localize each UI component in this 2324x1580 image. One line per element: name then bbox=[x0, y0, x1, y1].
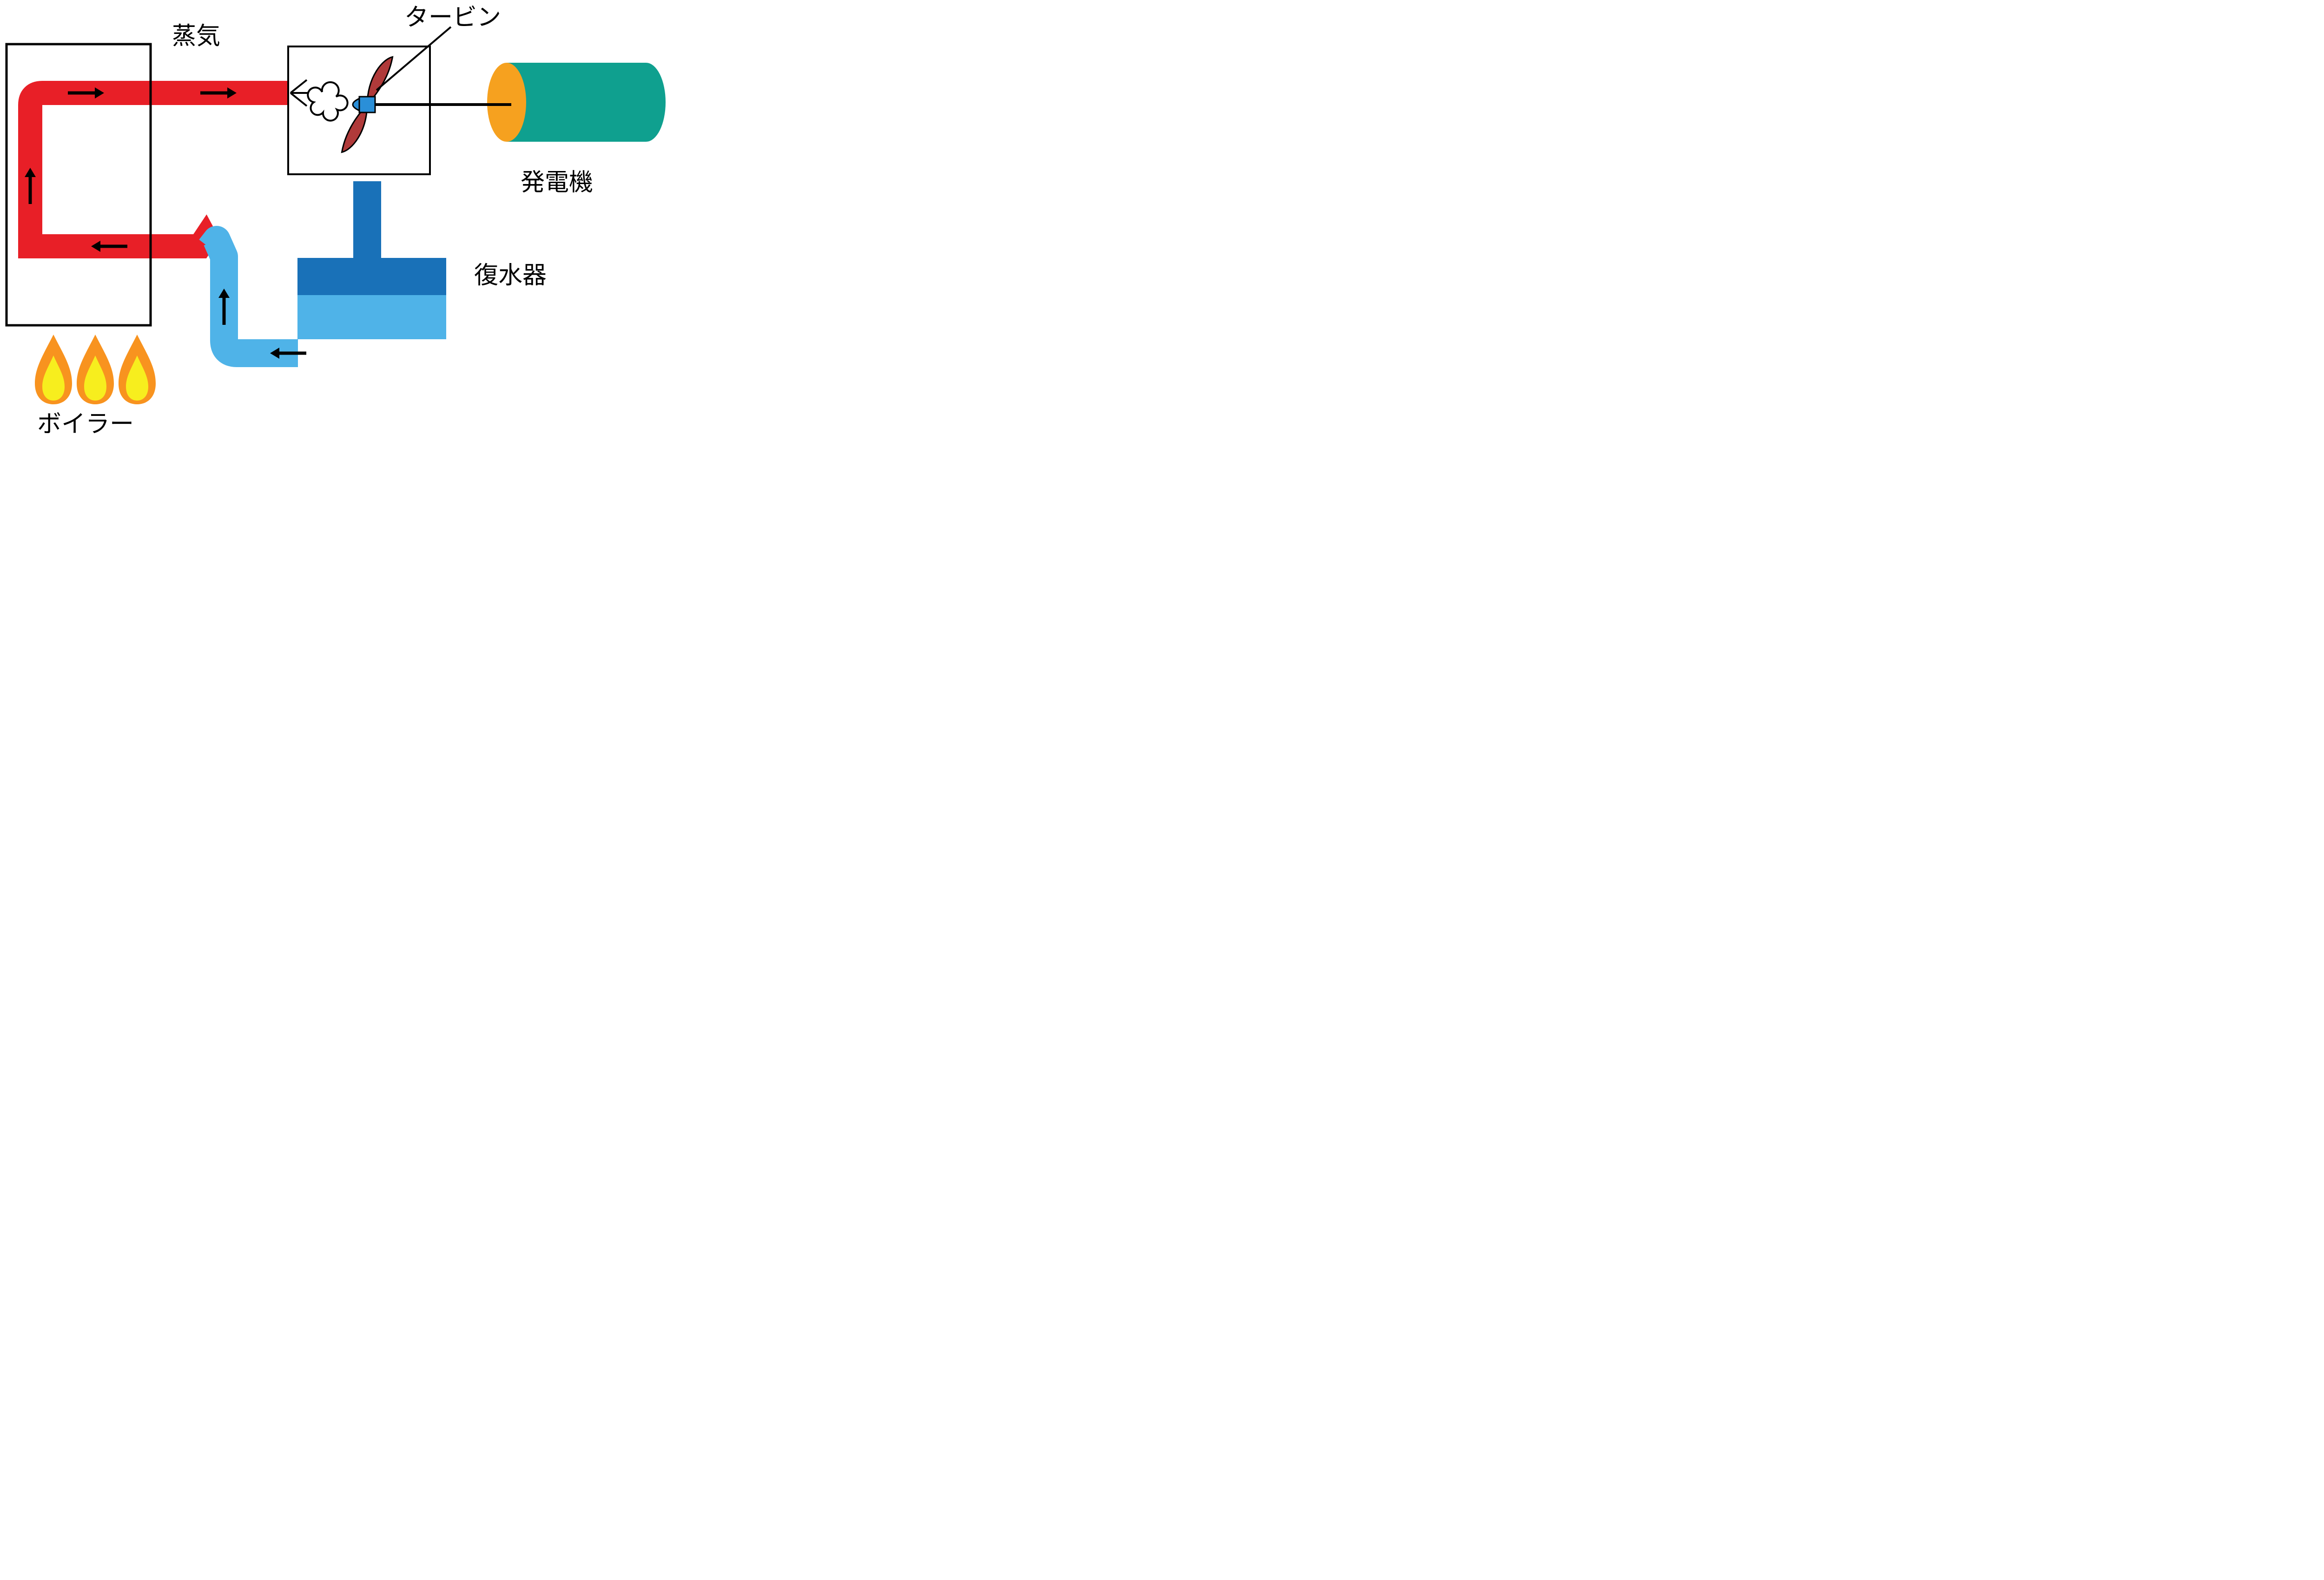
generator-cap bbox=[627, 63, 666, 142]
hot-pipe-upper bbox=[30, 93, 288, 246]
steam-label: 蒸気 bbox=[172, 23, 220, 50]
generator-face bbox=[487, 63, 526, 142]
condenser-bottom bbox=[297, 295, 446, 339]
flame-icon bbox=[35, 335, 72, 404]
boiler-label: ボイラー bbox=[37, 411, 134, 438]
generator-body bbox=[507, 63, 646, 142]
condenser-top bbox=[297, 258, 446, 295]
condenser-neck bbox=[353, 181, 381, 258]
flame-icon bbox=[119, 335, 156, 404]
flame-icon bbox=[77, 335, 114, 404]
generator-label: 発電機 bbox=[521, 169, 593, 196]
turbine-label: タービン bbox=[404, 4, 501, 31]
condenser-label: 復水器 bbox=[474, 262, 547, 289]
